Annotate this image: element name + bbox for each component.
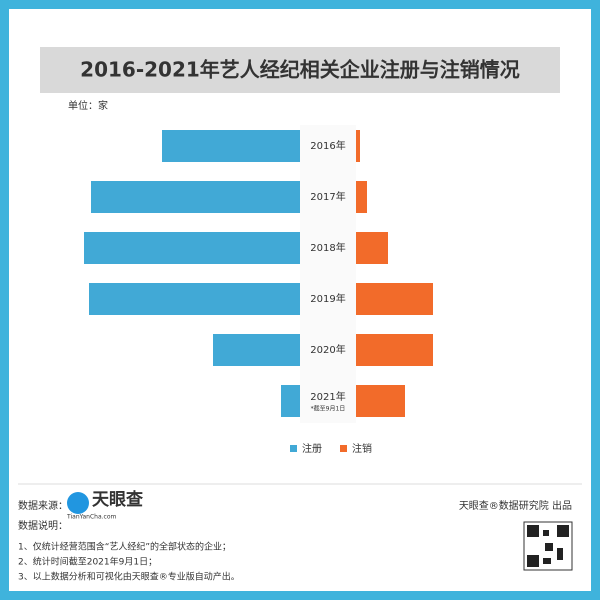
category-label: 2021年 xyxy=(310,390,345,403)
bar xyxy=(356,232,388,264)
note: 1、仅统计经营范围含“艺人经纪”的全部状态的企业； xyxy=(18,541,231,553)
legend-swatch xyxy=(340,445,347,452)
note: 2、统计时间截至2021年9月1日； xyxy=(18,556,157,568)
bar xyxy=(356,283,433,315)
annotation: *截至9月1日 xyxy=(311,405,346,413)
bar xyxy=(89,283,300,315)
logo: 天眼查 xyxy=(92,489,144,510)
bar xyxy=(213,334,300,366)
title-bar xyxy=(40,47,560,93)
category-label: 2019年 xyxy=(310,292,345,305)
logo-url: TianYanCha.com xyxy=(66,514,116,521)
bar xyxy=(281,385,300,417)
category-label: 2020年 xyxy=(310,343,345,356)
legend-label: 注销 xyxy=(352,442,372,455)
category-label: 2018年 xyxy=(310,241,345,254)
qr-code xyxy=(523,521,573,571)
logo-icon xyxy=(67,492,89,514)
bar xyxy=(356,334,433,366)
bar xyxy=(356,385,405,417)
chart-title: 2016-2021年艺人经纪相关企业注册与注销情况 xyxy=(80,58,520,82)
bar xyxy=(356,130,360,162)
legend-label: 注册 xyxy=(302,442,322,455)
note: 3、以上数据分析和可视化由天眼查®专业版自动产出。 xyxy=(18,571,240,583)
source-label: 数据来源： xyxy=(18,499,68,512)
legend-swatch xyxy=(290,445,297,452)
bar xyxy=(84,232,300,264)
category-label: 2017年 xyxy=(310,190,345,203)
category-label: 2016年 xyxy=(310,139,345,152)
bar xyxy=(91,181,300,213)
notes-title: 数据说明： xyxy=(18,519,68,532)
unit: 单位：家 xyxy=(68,99,108,112)
credit: 天眼查®数据研究院 出品 xyxy=(459,499,572,512)
bar xyxy=(356,181,367,213)
center-column xyxy=(300,125,356,423)
bar xyxy=(162,130,300,162)
